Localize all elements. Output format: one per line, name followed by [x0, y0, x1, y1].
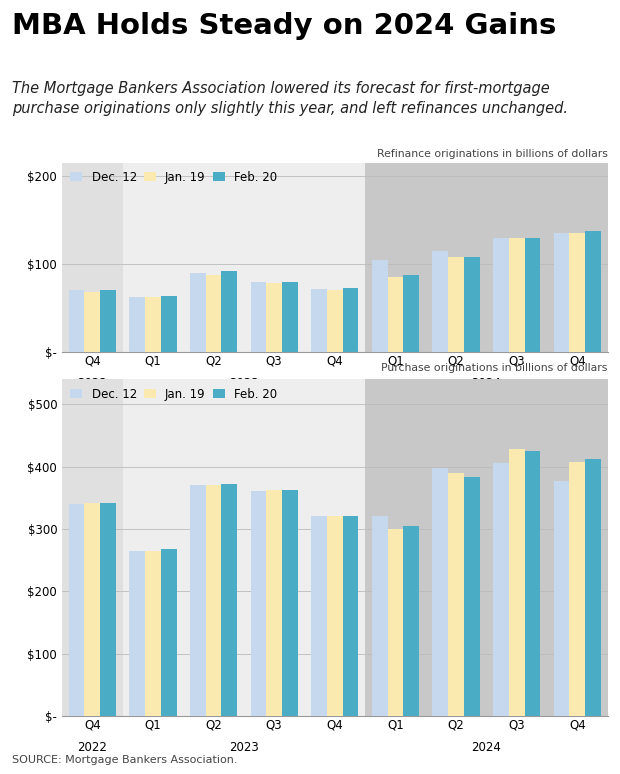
Bar — [130, 296, 145, 352]
Bar — [206, 485, 221, 716]
Text: 2024: 2024 — [471, 377, 502, 390]
Text: 2024: 2024 — [471, 741, 502, 754]
Bar — [388, 529, 403, 716]
Bar — [343, 515, 358, 716]
Bar — [464, 257, 480, 352]
Bar — [509, 238, 525, 352]
Text: 2023: 2023 — [229, 741, 259, 754]
Bar — [161, 296, 177, 352]
Bar — [69, 290, 84, 352]
Text: 2022: 2022 — [78, 741, 107, 754]
Bar — [365, 379, 608, 716]
Bar — [388, 277, 403, 352]
Bar — [448, 473, 464, 716]
Bar — [221, 271, 237, 352]
Bar — [145, 551, 161, 716]
Bar — [282, 282, 298, 352]
Bar — [372, 259, 388, 352]
Bar — [100, 290, 116, 352]
Bar — [221, 484, 237, 716]
Text: The Mortgage Bankers Association lowered its forecast for first-mortgage
purchas: The Mortgage Bankers Association lowered… — [12, 81, 569, 116]
Text: SOURCE: Mortgage Bankers Association.: SOURCE: Mortgage Bankers Association. — [12, 755, 238, 765]
Bar — [525, 238, 540, 352]
Text: Purchase originations in billions of dollars: Purchase originations in billions of dol… — [381, 362, 608, 372]
Bar — [282, 490, 298, 716]
Bar — [84, 293, 100, 352]
Bar — [250, 282, 267, 352]
Bar — [267, 283, 282, 352]
Bar — [432, 468, 448, 716]
Text: 2022: 2022 — [78, 377, 107, 390]
Bar — [123, 163, 365, 352]
Bar — [493, 238, 509, 352]
Bar — [123, 379, 365, 716]
Bar — [365, 163, 608, 352]
Bar — [62, 379, 123, 716]
Bar — [62, 163, 123, 352]
Bar — [554, 481, 569, 716]
Bar — [311, 289, 327, 352]
Bar — [372, 516, 388, 716]
Bar — [585, 231, 601, 352]
Bar — [161, 550, 177, 716]
Bar — [569, 461, 585, 716]
Bar — [327, 516, 343, 716]
Bar — [84, 503, 100, 716]
Bar — [311, 516, 327, 716]
Bar — [585, 459, 601, 716]
Bar — [554, 233, 569, 352]
Legend: Dec. 12, Jan. 19, Feb. 20: Dec. 12, Jan. 19, Feb. 20 — [68, 385, 280, 403]
Bar — [509, 449, 525, 716]
Bar — [100, 503, 116, 716]
Bar — [343, 288, 358, 352]
Text: 2023: 2023 — [229, 377, 259, 390]
Bar — [569, 233, 585, 352]
Bar — [267, 490, 282, 716]
Bar — [130, 551, 145, 716]
Text: Refinance originations in billions of dollars: Refinance originations in billions of do… — [377, 149, 608, 159]
Bar — [403, 526, 419, 716]
Bar — [250, 491, 267, 716]
Bar — [190, 272, 206, 352]
Bar — [206, 275, 221, 352]
Bar — [448, 257, 464, 352]
Bar — [525, 451, 540, 716]
Bar — [403, 276, 419, 352]
Bar — [190, 485, 206, 716]
Bar — [69, 504, 84, 716]
Bar — [432, 251, 448, 352]
Bar — [145, 297, 161, 352]
Legend: Dec. 12, Jan. 19, Feb. 20: Dec. 12, Jan. 19, Feb. 20 — [68, 169, 280, 187]
Bar — [493, 464, 509, 716]
Bar — [327, 290, 343, 352]
Text: MBA Holds Steady on 2024 Gains: MBA Holds Steady on 2024 Gains — [12, 12, 557, 39]
Bar — [464, 477, 480, 716]
